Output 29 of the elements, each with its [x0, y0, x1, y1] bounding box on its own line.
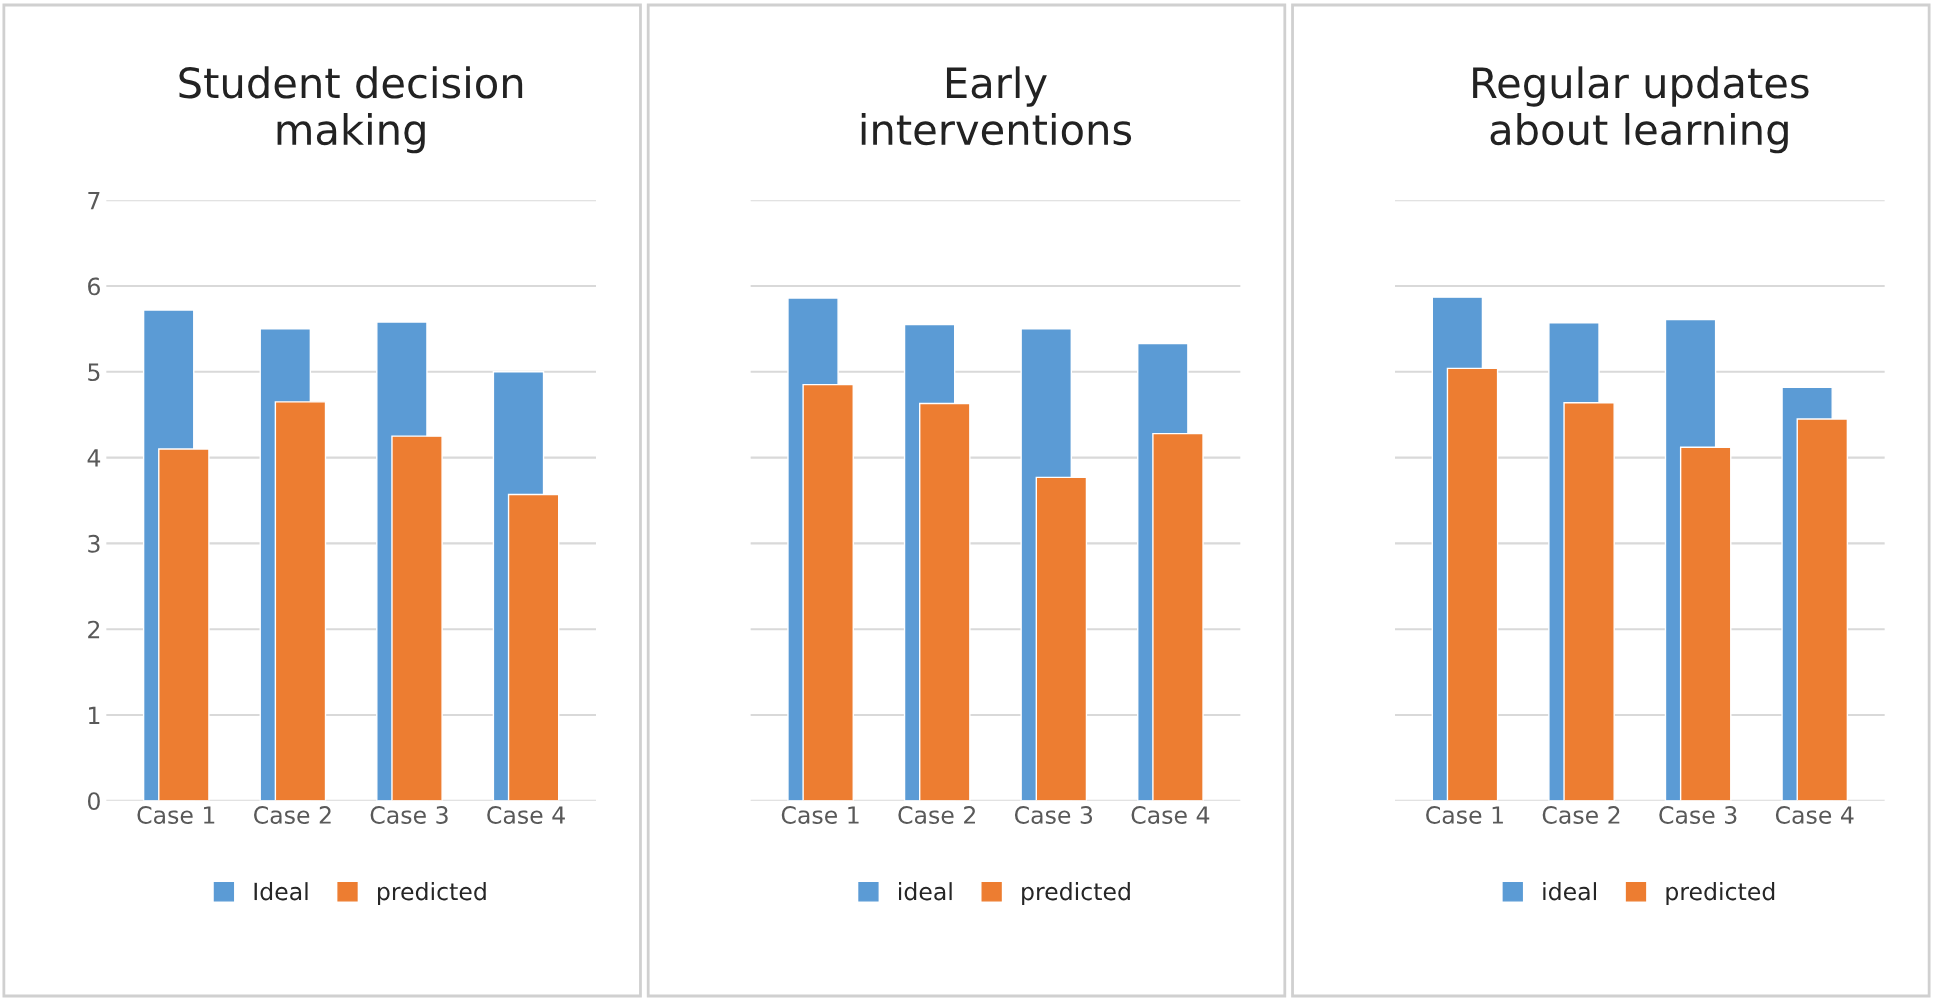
y-tick-label: 1 — [89, 706, 100, 724]
y-tick-label: 6 — [88, 277, 100, 296]
legend-label: predicted — [1666, 882, 1775, 905]
legend-label: predicted — [378, 882, 486, 905]
y-tick-label: 0 — [87, 792, 100, 811]
x-tick-label: Case 2 — [254, 806, 331, 824]
legend-label: predicted — [1022, 882, 1130, 905]
legend-label: Ideal — [254, 882, 308, 901]
x-tick-label: Case 2 — [1542, 806, 1620, 824]
x-tick-label: Case 4 — [1775, 806, 1854, 824]
x-tick-label: Case 3 — [1659, 806, 1737, 824]
x-tick-label: Case 1 — [1426, 806, 1503, 824]
chart-title: Early interventions — [861, 66, 1132, 146]
x-tick-label: Case 1 — [137, 806, 215, 824]
y-tick-label: 4 — [87, 449, 101, 467]
legend-label: ideal — [1543, 882, 1596, 901]
x-tick-label: Case 4 — [487, 806, 565, 824]
x-tick-label: Case 2 — [898, 806, 975, 824]
y-tick-label: 5 — [88, 363, 100, 382]
chart-title: Student decision making — [179, 66, 523, 154]
y-tick-label: 7 — [88, 191, 100, 210]
x-tick-label: Case 1 — [781, 806, 859, 824]
x-tick-label: Case 3 — [1014, 806, 1093, 824]
legend-label: ideal — [899, 882, 952, 901]
y-tick-label: 2 — [88, 620, 100, 639]
chart-title: Regular updates about learning — [1473, 66, 1809, 154]
x-tick-label: Case 4 — [1131, 806, 1210, 824]
y-tick-label: 3 — [88, 534, 100, 553]
x-tick-label: Case 3 — [370, 806, 448, 824]
